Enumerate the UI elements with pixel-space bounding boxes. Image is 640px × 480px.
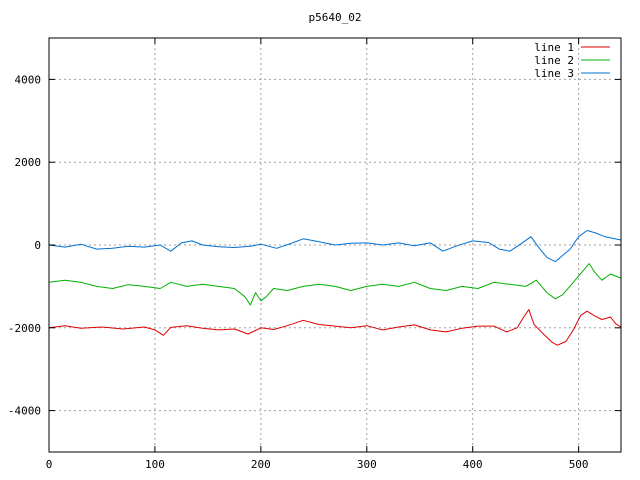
- y-tick-label: 4000: [15, 73, 42, 86]
- x-tick-label: 400: [463, 458, 483, 471]
- y-tick-label: -4000: [8, 405, 41, 418]
- x-tick-label: 300: [357, 458, 377, 471]
- x-tick-label: 500: [569, 458, 589, 471]
- legend-label-1: line 1: [534, 41, 574, 54]
- series-line-3: [48, 230, 622, 263]
- legend-label-2: line 2: [534, 54, 574, 67]
- series-lines: [48, 230, 622, 346]
- y-tick-label: 2000: [15, 156, 42, 169]
- legend-label-3: line 3: [534, 67, 574, 80]
- grid: [49, 38, 621, 452]
- x-tick-label: 0: [46, 458, 53, 471]
- x-tick-label: 100: [145, 458, 165, 471]
- series-line-2: [48, 263, 622, 306]
- y-tick-label: -2000: [8, 322, 41, 335]
- x-tick-label: 200: [251, 458, 271, 471]
- y-tick-label: 0: [34, 239, 41, 252]
- axis-ticks: 0 100 200 300 400 500 -4000 -2000 0 2000 4000: [8, 38, 621, 471]
- series-line-1: [48, 309, 622, 346]
- chart-title: p5640_02: [309, 11, 362, 24]
